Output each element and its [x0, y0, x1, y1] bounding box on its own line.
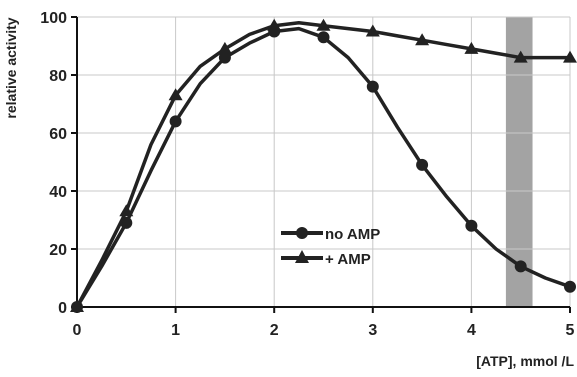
series-line-no-amp — [75, 26, 572, 309]
data-point-no-amp — [465, 219, 478, 232]
data-point-no-amp — [564, 280, 576, 293]
tick-labels: 0 1 2 3 4 5 0 20 40 60 80 100 — [40, 10, 574, 339]
y-tick-label: 20 — [49, 242, 67, 259]
legend-marker-amp — [295, 250, 309, 263]
y-tick-label: 40 — [49, 184, 67, 201]
data-point-amp — [119, 204, 134, 217]
x-tick-label: 2 — [270, 322, 279, 339]
x-tick-label: 0 — [73, 322, 82, 339]
y-tick-label: 0 — [58, 300, 67, 317]
data-point-amp — [415, 33, 430, 46]
data-point-no-amp — [514, 260, 527, 273]
series-line-amp — [75, 21, 572, 309]
grid — [76, 16, 571, 308]
data-point-amp — [267, 18, 282, 31]
data-point-no-amp — [169, 115, 182, 128]
data-point-amp — [316, 18, 331, 31]
x-tick-label: 3 — [368, 322, 377, 339]
y-axis-label: relative activity — [3, 17, 19, 118]
y-tick-label: 80 — [49, 68, 67, 85]
legend: no AMP + AMP — [281, 226, 380, 268]
data-point-amp — [365, 24, 380, 37]
y-tick-label: 60 — [49, 126, 67, 143]
data-point-amp — [563, 50, 577, 63]
axes — [71, 16, 571, 313]
x-tick-label: 1 — [171, 322, 180, 339]
series-layer — [70, 18, 577, 313]
data-point-amp — [464, 41, 479, 54]
data-point-amp — [217, 41, 232, 54]
data-point-no-amp — [416, 158, 429, 171]
data-point-amp — [70, 300, 84, 312]
legend-label-amp: + AMP — [325, 251, 371, 268]
legend-marker-no-amp — [296, 227, 308, 239]
data-point-amp — [168, 88, 183, 101]
legend-label-no-amp: no AMP — [325, 226, 380, 243]
data-point-amp — [513, 50, 528, 63]
x-tick-label: 4 — [467, 322, 476, 339]
data-point-no-amp — [366, 80, 379, 93]
data-point-no-amp — [317, 31, 330, 44]
data-point-no-amp — [218, 51, 231, 64]
x-axis-label: [ATP], mmol /L — [476, 353, 574, 369]
y-tick-label: 100 — [40, 10, 67, 27]
x-tick-label: 5 — [566, 322, 575, 339]
